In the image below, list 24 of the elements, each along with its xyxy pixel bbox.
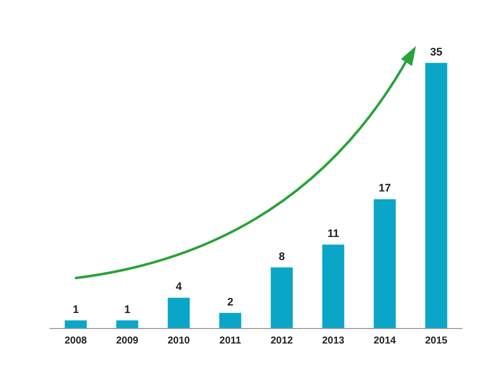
data-label: 17 (378, 182, 391, 195)
x-tick-label: 2013 (322, 336, 345, 346)
data-label: 4 (176, 281, 183, 294)
bar (219, 312, 242, 328)
x-tick-label: 2008 (64, 336, 88, 346)
bar (322, 244, 344, 328)
x-tick-label: 2010 (168, 336, 190, 346)
bar (270, 267, 293, 328)
data-label: 35 (430, 46, 442, 58)
bar (64, 320, 87, 328)
data-label: 11 (327, 228, 340, 240)
bar (425, 62, 448, 328)
x-tick-label: 2014 (374, 336, 396, 346)
x-tick-label: 2009 (116, 336, 139, 346)
x-tick-label: 2011 (219, 336, 242, 346)
data-label: 2 (227, 296, 234, 308)
bar (168, 298, 190, 328)
bar (116, 320, 138, 328)
data-label: 1 (72, 304, 79, 316)
x-tick-label: 2015 (425, 336, 448, 346)
x-tick-label: 2012 (270, 336, 294, 346)
data-label: 1 (124, 304, 130, 316)
bar (374, 199, 396, 328)
data-label: 8 (278, 250, 285, 263)
